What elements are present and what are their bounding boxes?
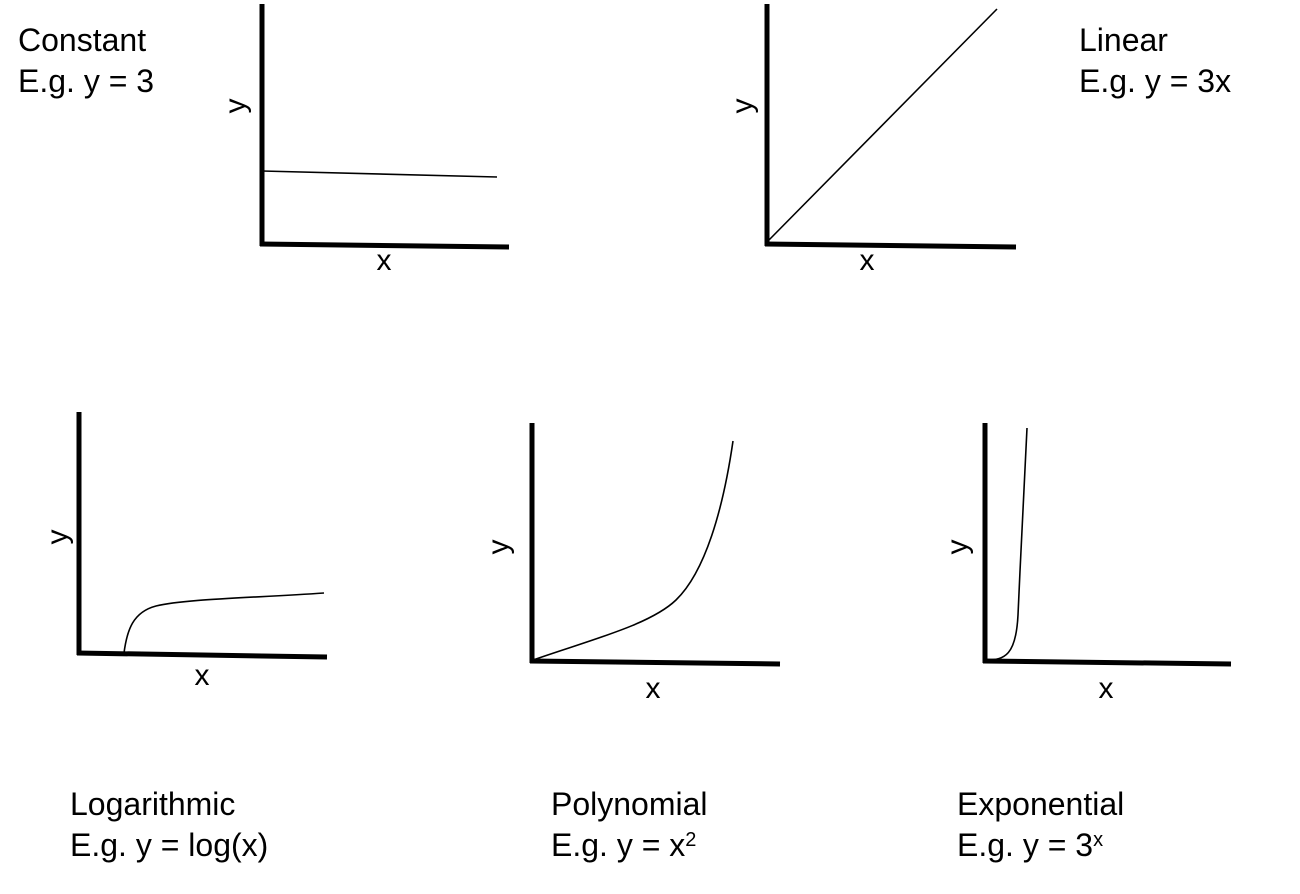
caption-exponential-example-prefix: E.g. y = [957, 827, 1076, 863]
caption-constant-example-base: 3 [136, 63, 155, 99]
caption-linear-example-base: 3x [1197, 63, 1232, 99]
y-axis-label: y [482, 540, 515, 555]
caption-polynomial-example: E.g. y = x2 [551, 825, 708, 866]
graph-linear [764, 4, 1017, 250]
x-axis [76, 650, 328, 660]
caption-linear-name: Linear [1079, 22, 1168, 58]
y-axis-label: y [941, 540, 974, 555]
graph-polynomial [529, 423, 781, 667]
caption-constant-name: Constant [18, 22, 147, 58]
caption-linear-example-prefix: E.g. y = [1079, 63, 1198, 99]
x-axis-label: x [377, 244, 392, 277]
caption-constant-example: E.g. y = 3 [18, 61, 154, 102]
x-axis [982, 658, 1232, 667]
caption-exponential-example-base: 3 [1075, 827, 1094, 863]
y-axis-label: y [219, 99, 252, 114]
graph-exponential [982, 423, 1232, 667]
x-axis-label: x [1099, 672, 1114, 705]
y-axis-label: y [41, 530, 74, 545]
caption-logarithmic-example: E.g. y = log(x) [70, 825, 268, 866]
caption-constant-example-prefix: E.g. y = [18, 63, 137, 99]
x-axis-label: x [860, 244, 875, 277]
caption-polynomial-example-sup: 2 [685, 829, 697, 851]
caption-polynomial: Polynomial E.g. y = x2 [551, 784, 708, 866]
caption-exponential: Exponential E.g. y = 3x [957, 784, 1124, 866]
graph-logarithmic [76, 412, 328, 660]
caption-polynomial-name: Polynomial [551, 786, 708, 822]
x-axis-label: x [195, 659, 210, 692]
caption-exponential-name: Exponential [957, 786, 1125, 822]
linear-curve [766, 8, 998, 243]
caption-polynomial-example-prefix: E.g. y = [551, 827, 670, 863]
caption-exponential-example: E.g. y = 3x [957, 825, 1124, 866]
caption-exponential-example-sup: x [1093, 829, 1104, 851]
x-axis [529, 658, 781, 667]
exponential-curve [985, 427, 1028, 661]
caption-logarithmic-example-prefix: E.g. y = [70, 827, 189, 863]
x-axis-label: x [646, 672, 661, 705]
caption-linear-example: E.g. y = 3x [1079, 61, 1231, 102]
x-axis [764, 241, 1017, 250]
polynomial-curve [532, 440, 734, 661]
logarithmic-curve [123, 592, 325, 654]
caption-logarithmic-example-base: log(x) [188, 827, 269, 863]
caption-logarithmic: Logarithmic E.g. y = log(x) [70, 784, 268, 866]
x-axis [259, 241, 510, 250]
caption-logarithmic-name: Logarithmic [70, 786, 236, 822]
constant-curve [261, 170, 498, 178]
caption-constant: Constant E.g. y = 3 [18, 20, 154, 102]
caption-linear: Linear E.g. y = 3x [1079, 20, 1231, 102]
graph-constant [259, 4, 510, 250]
caption-polynomial-example-base: x [669, 827, 686, 863]
y-axis-label: y [726, 99, 759, 114]
